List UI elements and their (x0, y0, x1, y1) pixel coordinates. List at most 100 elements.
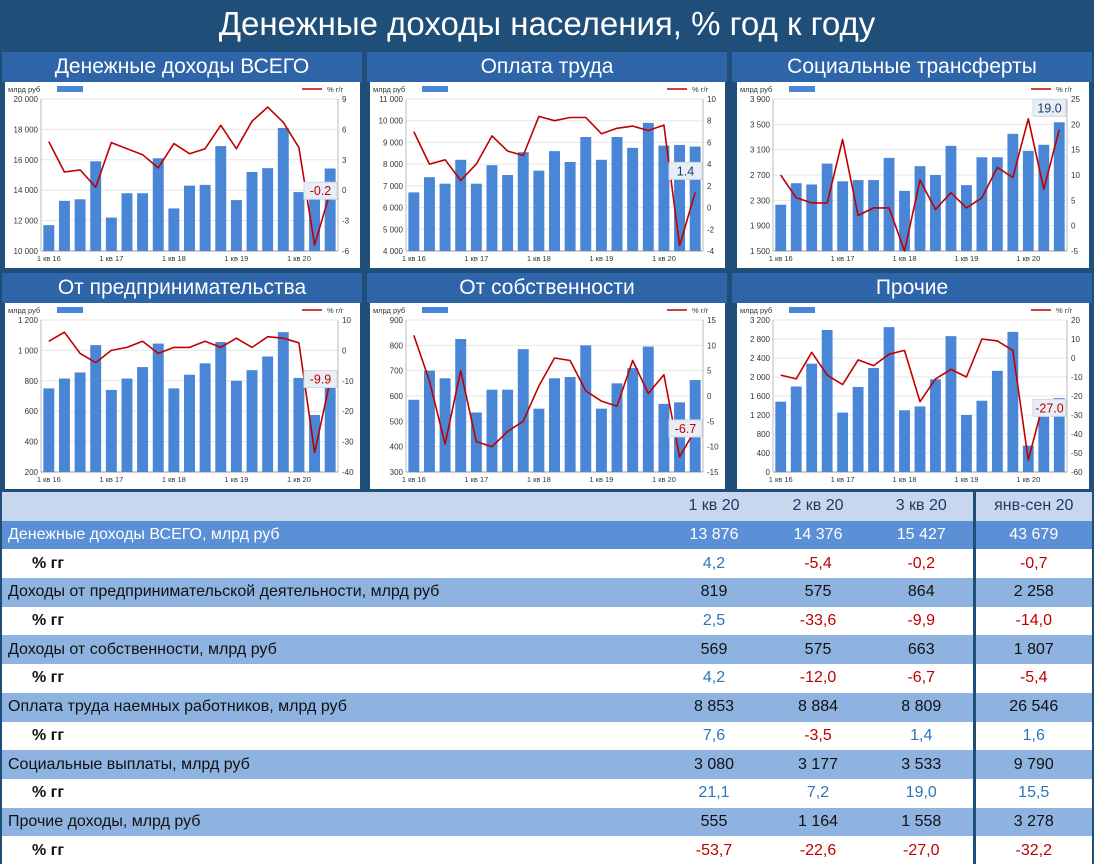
chart-wages: 4 000 5 000 6 000 7 000 8 000 9 000 10 000 11 0… (370, 82, 725, 268)
bar (1022, 150, 1034, 251)
table-cell: 26 546 (972, 692, 1092, 722)
bar (408, 399, 420, 472)
bar (961, 415, 972, 472)
y2-tick-label: 15 (1071, 146, 1080, 155)
bar (1053, 397, 1065, 472)
table-row: Денежные доходы ВСЕГО, млрд руб 13 876 1… (2, 520, 1092, 550)
table-cell: 569 (662, 635, 766, 665)
chart-total: 10 000 12 000 14 000 16 000 18 000 20 000 -6 -3… (5, 82, 360, 268)
table-header-cell: янв-сен 20 (972, 492, 1092, 521)
legend-label-line: % г/г (327, 85, 344, 94)
table-cell: 15 427 (870, 520, 974, 550)
callout-box (303, 369, 338, 388)
bar (883, 157, 895, 251)
x-tick-label: 1 кв 18 (527, 254, 551, 263)
y2-tick-label: 10 (707, 341, 716, 350)
x-tick-label: 1 кв 17 (99, 475, 123, 484)
bar (658, 403, 670, 472)
y2-tick-label: -6 (342, 247, 350, 256)
bar (821, 329, 833, 472)
legend-label-bars: млрд руб (740, 85, 772, 94)
bar (564, 377, 576, 472)
table-row: Доходы от собственности, млрд руб 569 57… (2, 635, 1092, 665)
y2-tick-label: 25 (1071, 95, 1080, 104)
bar (961, 185, 972, 251)
x-tick-label: 1 кв 20 (287, 475, 311, 484)
legend-label-bars: млрд руб (373, 306, 405, 315)
table-header-cell: 3 кв 20 (870, 492, 974, 521)
x-tick-label: 1 кв 19 (224, 475, 248, 484)
y-tick-label: 900 (390, 316, 404, 325)
bar (168, 388, 180, 472)
bar (806, 184, 818, 251)
y2-tick-label: 0 (342, 346, 347, 355)
y-tick-label: 0 (766, 468, 771, 477)
bar (564, 161, 576, 251)
callout-box (668, 419, 703, 438)
bar (775, 401, 787, 472)
y2-tick-label: 10 (342, 316, 351, 325)
table-cell: -14,0 (972, 606, 1092, 636)
bar (1038, 144, 1050, 251)
y2-tick-label: 3 (342, 156, 347, 165)
bar (439, 183, 451, 251)
summary-table: 1 кв 20 2 кв 20 3 кв 20 янв-сен 20 Денеж… (2, 492, 1092, 864)
series-line (780, 338, 1060, 461)
legend-label-line: % г/г (1056, 85, 1073, 94)
x-tick-label: 1 кв 17 (831, 475, 855, 484)
y2-tick-label: 0 (342, 186, 347, 195)
table-cell: -9,9 (870, 606, 974, 636)
panel-title-social: Социальные трансферты (732, 52, 1092, 82)
y2-tick-label: -10 (342, 377, 354, 386)
y2-tick-label: -20 (342, 407, 354, 416)
table-row: % гг 21,1 7,2 19,0 15,5 (2, 778, 1092, 808)
bar (121, 378, 133, 472)
table-cell: -0,7 (972, 549, 1092, 579)
row-label: Прочие доходы, млрд руб (2, 807, 662, 837)
table-cell: 8 853 (662, 692, 766, 722)
y-tick-label: 2 400 (750, 354, 771, 363)
legend-label-line: % г/г (692, 306, 709, 315)
table-row: % гг 4,2 -12,0 -6,7 -5,4 (2, 664, 1092, 693)
table-cell: 1 164 (766, 807, 870, 837)
y-tick-label: 7 000 (383, 182, 404, 191)
y2-tick-label: 20 (1071, 316, 1080, 325)
x-tick-label: 1 кв 19 (589, 475, 613, 484)
bar (262, 168, 274, 251)
bar (74, 199, 86, 251)
table-cell: 19,0 (870, 778, 974, 808)
callout-label: -0.2 (310, 184, 332, 198)
bar (790, 386, 802, 472)
y-tick-label: 14 000 (14, 186, 39, 195)
y-tick-label: 3 200 (750, 316, 771, 325)
bar (230, 200, 242, 251)
bar (595, 159, 607, 251)
bar (1007, 331, 1019, 472)
y2-tick-label: -20 (1071, 392, 1083, 401)
table-cell: 3 177 (766, 750, 870, 779)
row-label: % гг (2, 778, 662, 808)
y-tick-label: 10 000 (379, 117, 404, 126)
bar (423, 370, 435, 472)
table-cell: -5,4 (972, 664, 1092, 693)
bar (309, 184, 321, 251)
y-tick-label: 3 100 (750, 146, 771, 155)
callout-label: -27.0 (1035, 401, 1064, 415)
y-tick-label: 1 600 (750, 392, 771, 401)
bar (806, 363, 818, 472)
bar (868, 180, 879, 251)
y-tick-label: 1 500 (750, 247, 771, 256)
bar (533, 408, 545, 472)
bar (184, 374, 195, 472)
x-tick-label: 1 кв 18 (162, 254, 186, 263)
bar (502, 175, 514, 251)
bar (152, 158, 164, 251)
y-tick-label: 8 000 (383, 160, 404, 169)
y2-tick-label: -30 (342, 438, 354, 447)
bar (790, 183, 802, 251)
chart-property: 300 400 500 600 700 800 900 -15 -10 -5 0 5 10 15 млрд … (370, 303, 725, 489)
y-tick-label: 600 (25, 407, 39, 416)
bar (137, 193, 149, 251)
y-tick-label: 300 (390, 468, 404, 477)
table-row: % гг 7,6 -3,5 1,4 1,6 (2, 721, 1092, 751)
